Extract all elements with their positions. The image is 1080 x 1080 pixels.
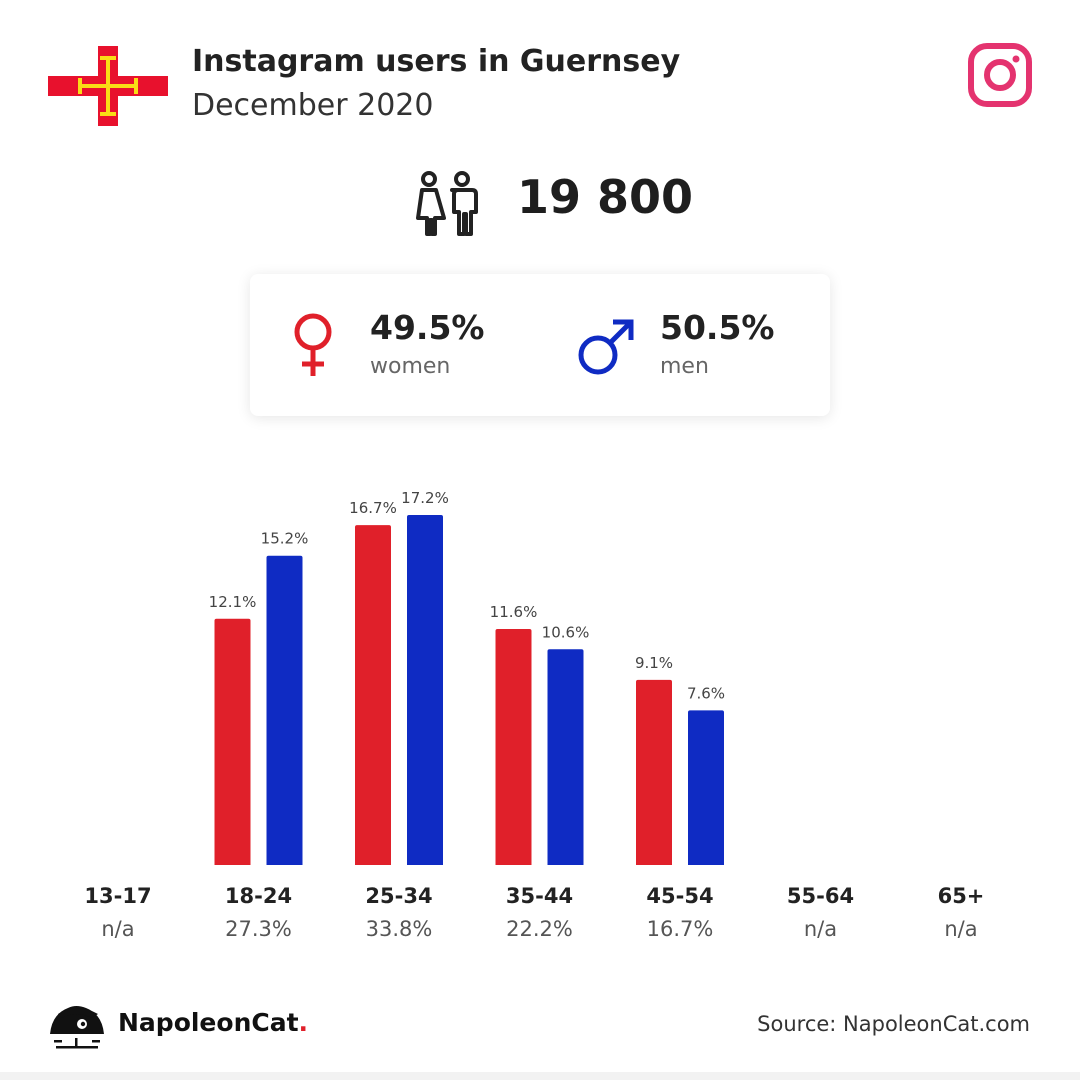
age-category-label: 25-34 [365,884,433,908]
women-label: women [370,354,451,379]
age-category-total: 33.8% [365,917,433,941]
bar-men-25-34 [407,515,443,865]
age-category-label: 55-64 [786,884,855,908]
women-percent: 49.5% [370,308,485,347]
bar-label-women-18-24: 12.1% [209,593,257,611]
bar-label-men-35-44: 10.6% [542,623,590,641]
brand-dot: . [298,1008,309,1037]
instagram-icon [968,43,1032,107]
bar-men-35-44 [547,649,584,865]
guernsey-flag-icon [48,46,168,126]
age-gender-bar-chart: 12.1% 15.2% 16.7%17.2% 11.6%10.6% 9.1% 7.6% [209,489,725,865]
bar-label-women-45-54: 9.1% [635,654,673,672]
footer-strip [0,1072,1080,1080]
brand-name-text: NapoleonCat [118,1008,299,1037]
gender-card [250,274,830,416]
age-category-label: 35-44 [505,884,574,908]
age-category-label: 13-17 [84,884,152,908]
bar-label-women-35-44: 11.6% [490,603,538,621]
bar-women-18-24 [214,618,251,865]
age-category-label: 45-54 [646,884,714,908]
bar-men-18-24 [266,555,303,865]
people-icon [416,171,478,236]
age-category-total: n/a [944,917,978,941]
source-text: Source: NapoleonCat.com [757,1012,1030,1036]
age-category-label: 18-24 [224,884,293,908]
bar-label-men-25-34: 17.2% [401,489,449,507]
napoleoncat-logo-icon [50,1006,104,1049]
bar-label-men-45-54: 7.6% [687,684,725,702]
age-category-total: 16.7% [646,917,714,941]
bar-women-45-54 [636,679,672,865]
female-symbol-icon [294,313,332,376]
total-users: 19 800 [517,170,694,224]
male-symbol-icon [578,319,634,375]
men-percent: 50.5% [660,308,775,347]
bar-women-35-44 [495,628,532,865]
page-title: Instagram users in Guernsey [192,44,681,79]
bar-label-women-25-34: 16.7% [349,499,397,517]
men-label: men [660,354,709,379]
age-category-total: n/a [101,917,135,941]
age-category-total: 22.2% [506,917,573,941]
age-category-total: 27.3% [225,917,292,941]
page-subtitle: December 2020 [192,88,434,123]
age-category-total: n/a [803,917,838,941]
bar-women-25-34 [355,525,391,865]
age-category-label: 65+ [937,884,985,908]
brand-name: NapoleonCat. [118,1008,308,1037]
bar-label-men-18-24: 15.2% [261,530,309,548]
bar-men-45-54 [688,710,724,865]
